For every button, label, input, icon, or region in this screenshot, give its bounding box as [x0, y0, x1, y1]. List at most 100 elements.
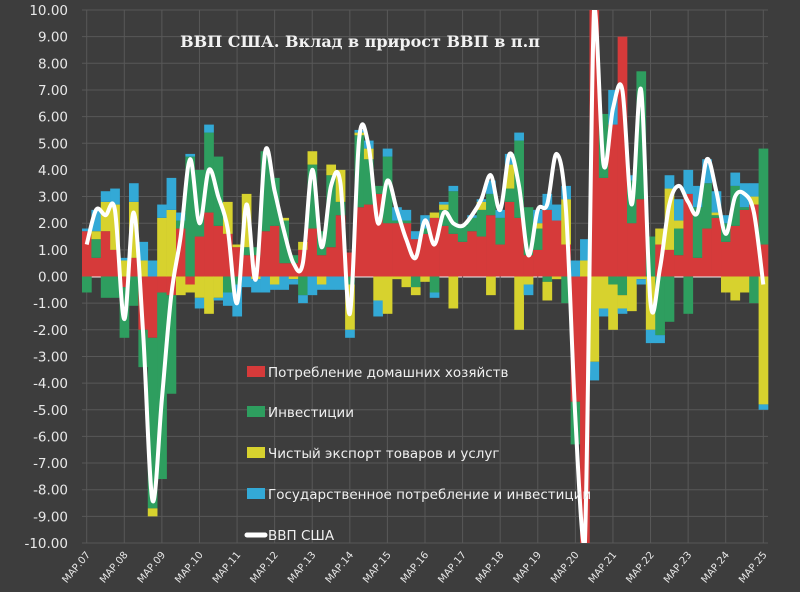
bar-segment — [232, 247, 243, 277]
bar-segment — [739, 276, 750, 293]
bar-segment — [598, 308, 609, 317]
bar-segment — [645, 329, 656, 344]
legend-swatch — [247, 366, 265, 377]
bar-segment — [288, 263, 299, 277]
bar-segment — [194, 276, 205, 298]
bar-segment — [758, 404, 769, 410]
bar-segment — [655, 276, 665, 336]
bar-segment — [580, 276, 590, 543]
bar-segment — [335, 276, 346, 290]
bar-segment — [580, 260, 590, 277]
bar-segment — [382, 223, 393, 277]
bar-segment — [119, 257, 130, 261]
bar-segment — [345, 276, 355, 285]
bar-segment — [655, 335, 665, 344]
bar-segment — [298, 295, 308, 304]
bar-segment — [222, 233, 233, 277]
bar-segment — [721, 276, 731, 293]
y-tick-label: 0.00 — [38, 270, 68, 286]
bar-segment — [486, 180, 496, 194]
bar-segment — [269, 284, 280, 290]
legend-label: Государственное потребление и инвестиции — [268, 487, 591, 503]
bar-segment — [617, 276, 628, 296]
bar-segment — [241, 276, 252, 288]
bar-segment — [194, 236, 205, 277]
bar-segment — [429, 212, 440, 218]
bar-segment — [645, 236, 656, 277]
bar-segment — [467, 231, 477, 277]
bar-segment — [523, 255, 534, 277]
bar-segment — [702, 228, 712, 277]
bar-segment — [533, 249, 543, 277]
bar-segment — [316, 276, 327, 285]
bar-segment — [307, 164, 318, 229]
legend-label: ВВП США — [268, 528, 335, 544]
bar-segment — [128, 276, 139, 306]
bar-segment — [561, 276, 571, 304]
bar-segment — [439, 201, 449, 205]
chart-title: ВВП США. Вклад в прирост ВВП в п.п — [180, 32, 540, 51]
bar-segment — [504, 188, 515, 202]
bar-segment — [523, 284, 534, 296]
legend-swatch — [247, 447, 265, 458]
y-tick-label: -8.00 — [33, 483, 68, 499]
x-tick-label: МАР.23 — [662, 550, 694, 586]
bar-segment — [185, 276, 196, 285]
bar-segment — [758, 148, 769, 245]
legend-item: Государственное потребление и инвестиции — [247, 487, 591, 503]
bar-segment — [551, 276, 562, 280]
bar-segment — [486, 215, 496, 277]
bar-segment — [128, 183, 139, 202]
bar-segment — [429, 217, 440, 277]
bar-segment — [251, 247, 261, 256]
legend-item: Инвестиции — [247, 405, 354, 421]
x-tick-label: МАР.24 — [700, 550, 732, 586]
legend-label: Инвестиции — [268, 405, 354, 421]
bar-segment — [147, 508, 158, 517]
bar-segment — [457, 241, 468, 277]
y-tick-label: -2.00 — [33, 323, 68, 339]
bar-segment — [82, 228, 92, 232]
bar-segment — [279, 263, 290, 277]
bar-segment — [730, 276, 741, 301]
bar-segment — [410, 276, 421, 288]
bar-segment — [345, 329, 355, 338]
bar-segment — [354, 135, 365, 208]
bar-segment — [758, 276, 769, 405]
bar-segment — [260, 151, 271, 232]
x-tick-label: МАР.09 — [136, 550, 168, 586]
bar-segment — [617, 308, 628, 314]
legend-label: Потребление домашних хозяйств — [268, 365, 508, 381]
bar-segment — [82, 276, 92, 293]
legend-label: Чистый экспорт товаров и услуг — [268, 446, 499, 462]
bar-segment — [692, 207, 703, 258]
bar-segment — [326, 175, 337, 248]
x-tick-label: МАР.22 — [624, 550, 656, 586]
bar-segment — [420, 228, 430, 234]
bar-segment — [711, 212, 722, 216]
x-tick-label: МАР.07 — [61, 550, 93, 586]
bar-segment — [204, 124, 214, 133]
bar-segment — [580, 239, 590, 261]
bar-segment — [608, 284, 618, 330]
bar-segment — [448, 233, 459, 277]
bar-segment — [429, 292, 440, 298]
bar-segment — [392, 220, 402, 224]
bar-segment — [194, 169, 205, 237]
bar-segment — [100, 191, 111, 202]
bar-segment — [119, 260, 130, 277]
bar-segment — [608, 124, 618, 277]
bar-segment — [674, 220, 684, 229]
bar-segment — [110, 249, 120, 277]
bar-segment — [222, 292, 233, 306]
bar-segment — [476, 201, 487, 210]
bar-segment — [476, 236, 487, 277]
bar-segment — [373, 193, 384, 277]
bar-segment — [504, 164, 515, 189]
bar-segment — [429, 276, 440, 293]
gdp-line-group — [84, 10, 766, 543]
bar-segment — [82, 231, 92, 277]
bar-segment — [100, 276, 111, 298]
